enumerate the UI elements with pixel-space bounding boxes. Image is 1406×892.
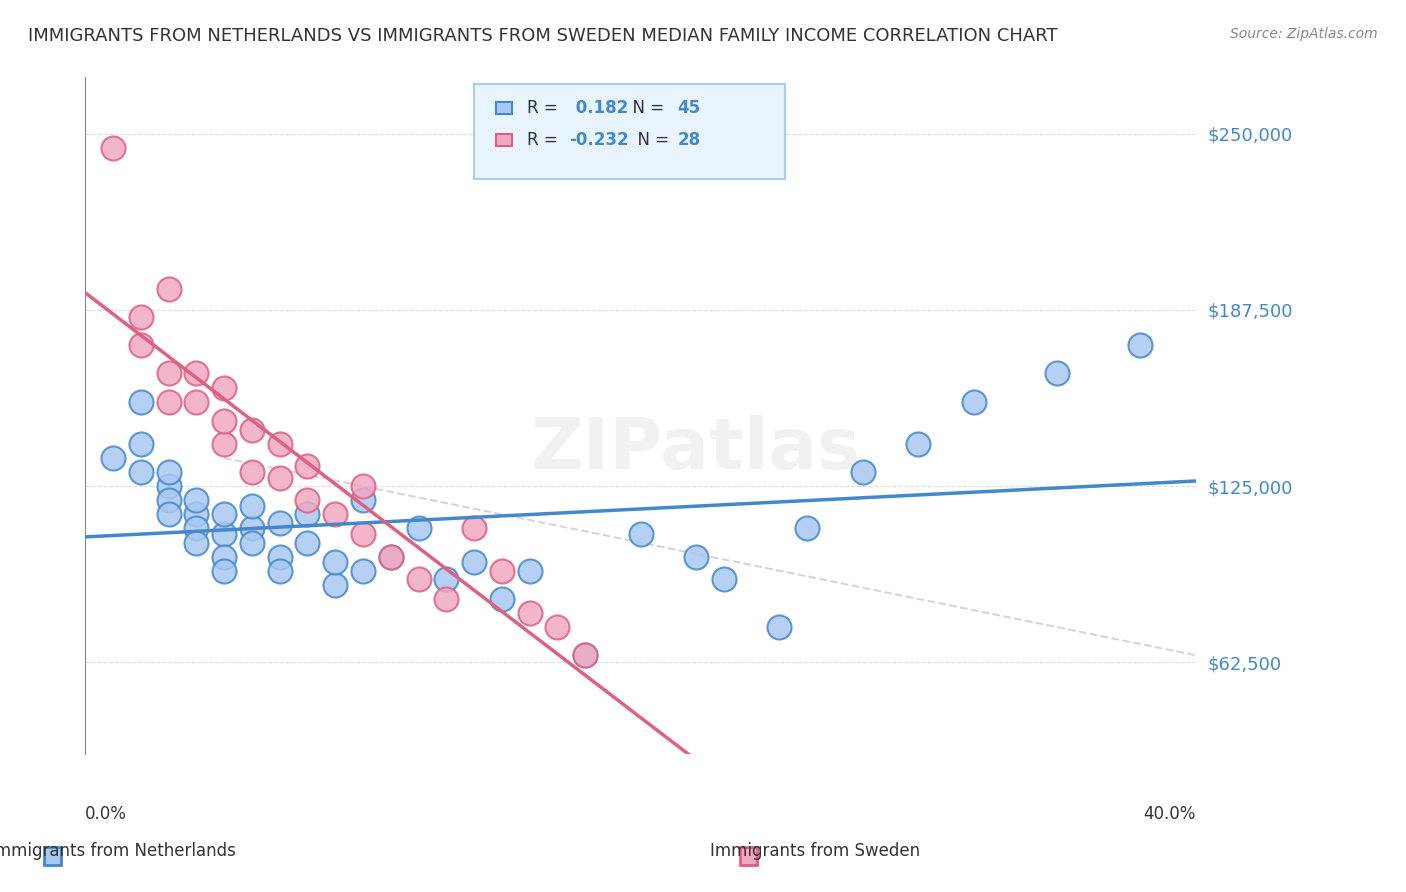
Point [129,338,152,352]
Text: 40.0%: 40.0% [1143,805,1197,822]
Point [963,394,986,409]
Point [269,564,291,578]
Point [323,555,346,569]
Point [491,564,513,578]
Point [269,471,291,485]
Point [186,535,208,549]
Text: 0.182: 0.182 [569,99,628,117]
Point [491,591,513,606]
Point [380,549,402,564]
Point [240,521,263,535]
Text: Immigrants from Sweden: Immigrants from Sweden [710,842,921,860]
Point [796,521,818,535]
Text: Immigrants from Netherlands: Immigrants from Netherlands [0,842,235,860]
Point [297,459,319,474]
Point [1046,367,1069,381]
Point [408,521,430,535]
FancyBboxPatch shape [474,84,785,179]
Point [297,493,319,508]
Point [434,572,457,586]
FancyBboxPatch shape [496,102,512,114]
Point [574,648,596,663]
Point [240,499,263,513]
Point [1129,338,1152,352]
Point [323,578,346,592]
Point [129,465,152,479]
Point [129,437,152,451]
Point [852,465,875,479]
Point [713,572,735,586]
Point [323,508,346,522]
Point [519,606,541,620]
Point [297,508,319,522]
Point [434,591,457,606]
Point [352,493,374,508]
Text: ZIPatlas: ZIPatlas [531,415,862,484]
Point [269,549,291,564]
Point [269,437,291,451]
FancyBboxPatch shape [45,847,62,865]
Point [408,572,430,586]
Text: Source: ZipAtlas.com: Source: ZipAtlas.com [1230,27,1378,41]
Point [101,141,124,155]
Text: R =: R = [527,131,564,149]
Point [297,535,319,549]
Text: N =: N = [627,131,675,149]
Point [240,465,263,479]
Point [157,282,180,296]
Point [157,394,180,409]
Point [157,465,180,479]
Point [212,549,235,564]
Point [212,414,235,428]
Point [212,527,235,541]
Point [352,564,374,578]
Point [630,527,652,541]
FancyBboxPatch shape [496,134,512,145]
Point [352,479,374,493]
Text: N =: N = [621,99,669,117]
Point [380,549,402,564]
Point [101,450,124,465]
Text: -0.232: -0.232 [569,131,628,149]
Point [157,493,180,508]
Point [157,367,180,381]
Point [186,508,208,522]
Point [157,508,180,522]
Point [129,310,152,324]
Point [186,394,208,409]
Point [129,394,152,409]
Point [212,437,235,451]
Point [907,437,929,451]
Text: IMMIGRANTS FROM NETHERLANDS VS IMMIGRANTS FROM SWEDEN MEDIAN FAMILY INCOME CORRE: IMMIGRANTS FROM NETHERLANDS VS IMMIGRANT… [28,27,1057,45]
Point [269,516,291,530]
Point [574,648,596,663]
Point [685,549,707,564]
Point [352,527,374,541]
Point [240,535,263,549]
Text: R =: R = [527,99,564,117]
Point [768,620,790,634]
Text: 0.0%: 0.0% [86,805,127,822]
Point [186,367,208,381]
Point [463,521,485,535]
Text: 45: 45 [678,99,700,117]
Text: 28: 28 [678,131,700,149]
Point [240,423,263,437]
Point [212,564,235,578]
Point [157,479,180,493]
Point [463,555,485,569]
Point [519,564,541,578]
Point [186,493,208,508]
FancyBboxPatch shape [741,847,756,865]
Point [212,380,235,394]
Point [186,521,208,535]
Point [212,508,235,522]
Point [546,620,568,634]
